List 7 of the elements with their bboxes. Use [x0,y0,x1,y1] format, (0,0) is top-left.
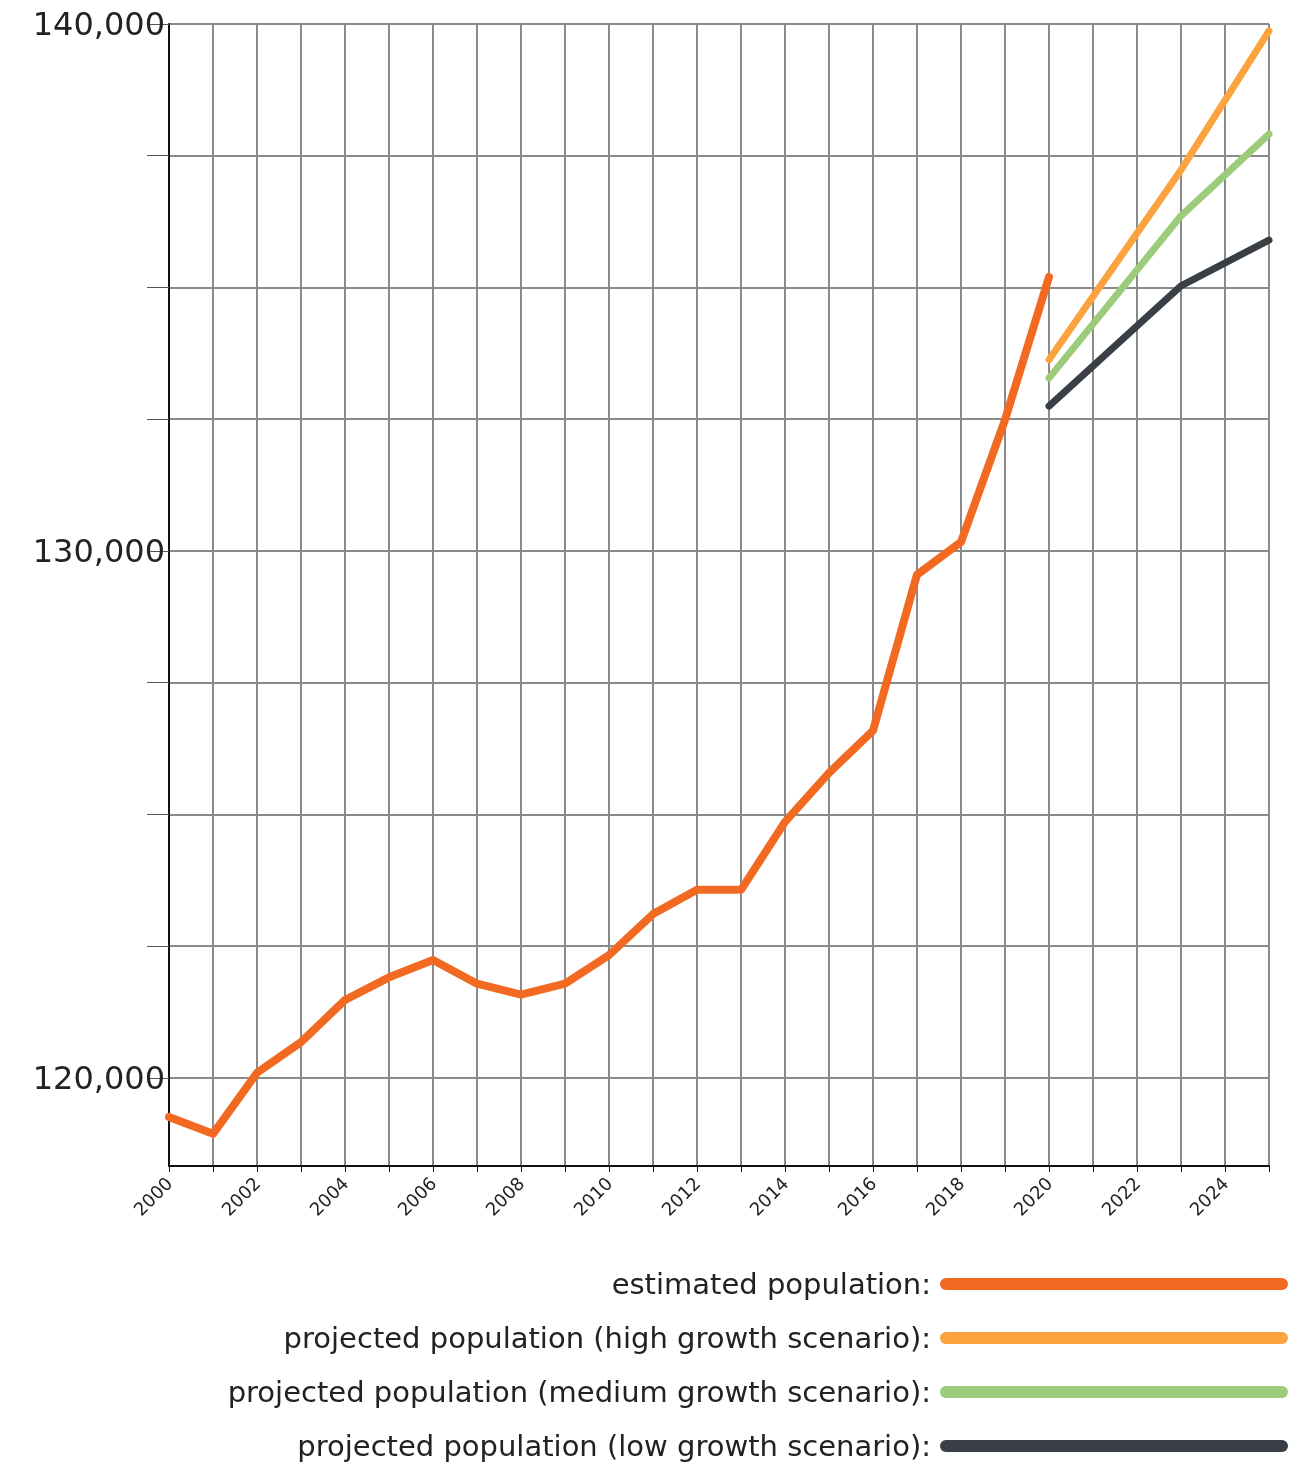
y-tick-label: 120,000 [32,1058,165,1097]
legend-label: projected population (medium growth scenario): [227,1375,931,1409]
legend-label: estimated population: [611,1267,931,1301]
legend-label: projected population (low growth scenario): [297,1429,931,1463]
y-tick-label: 130,000 [32,532,165,570]
y-tick-label: 140,000 [32,5,165,43]
legend-label: projected population (high growth scenario): [283,1321,931,1355]
